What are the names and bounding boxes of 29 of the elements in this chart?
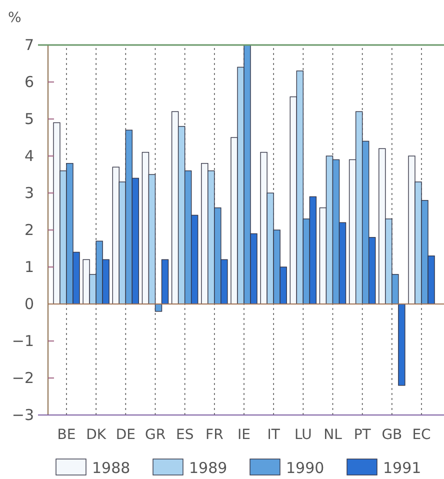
x-tick-label: NL <box>324 426 342 443</box>
x-tick-label: IE <box>238 426 250 443</box>
y-tick-label: 0 <box>24 294 34 313</box>
x-tick-label: BE <box>57 426 76 443</box>
y-tick-label: 7 <box>24 36 34 54</box>
y-tick-label: −2 <box>12 368 34 387</box>
x-tick-label: DE <box>116 426 136 443</box>
x-tick-label: FR <box>206 426 224 443</box>
legend-label: 1988 <box>92 459 130 477</box>
x-tick-label: PT <box>354 426 372 443</box>
y-tick-label: 3 <box>24 184 34 202</box>
y-tick-label: 2 <box>24 220 34 239</box>
y-tick-label: 5 <box>24 110 34 128</box>
x-tick-label: GB <box>382 426 402 443</box>
x-tick-label: EC <box>412 426 432 443</box>
legend-label: 1991 <box>383 459 422 477</box>
y-tick-label: −3 <box>12 406 34 424</box>
legend-label: 1990 <box>286 459 324 477</box>
x-tick-label: IT <box>267 426 280 443</box>
y-tick-label: −1 <box>12 332 34 350</box>
x-tick-label: LU <box>294 426 312 443</box>
legend-label: 1989 <box>189 459 228 477</box>
y-axis-title: % <box>8 10 22 26</box>
y-tick-label: 4 <box>24 146 34 165</box>
x-tick-label: GR <box>144 426 166 443</box>
x-tick-label: ES <box>176 426 194 443</box>
y-tick-label: 1 <box>24 258 34 276</box>
y-tick-label: 6 <box>24 72 34 91</box>
x-tick-label: DK <box>86 426 107 443</box>
